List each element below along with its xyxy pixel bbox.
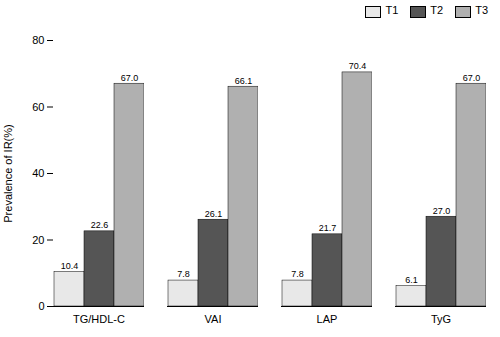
svg-text:0: 0	[38, 300, 44, 312]
html-text:T3: T3	[475, 4, 488, 17]
svg-text:20: 20	[32, 234, 44, 246]
svg-text:60: 60	[32, 101, 44, 113]
svg-text:70.4: 70.4	[349, 61, 367, 71]
svg-text:TyG: TyG	[431, 313, 451, 325]
svg-text:LAP: LAP	[317, 313, 338, 325]
svg-text:TG/HDL-C: TG/HDL-C	[73, 313, 125, 325]
svg-text:7.8: 7.8	[177, 269, 190, 279]
svg-text:Prevalence of IR(%): Prevalence of IR(%)	[2, 124, 14, 222]
html-text:T1: T1	[385, 4, 399, 17]
svg-text:26.1: 26.1	[205, 209, 223, 219]
svg-text:21.7: 21.7	[319, 223, 337, 233]
svg-text:27.0: 27.0	[433, 206, 451, 216]
svg-text:10.4: 10.4	[61, 261, 79, 271]
svg-text:VAI: VAI	[205, 313, 222, 325]
svg-text:67.0: 67.0	[121, 73, 139, 83]
svg-text:22.6: 22.6	[91, 220, 109, 230]
html-text:T2: T2	[430, 4, 444, 17]
svg-text:80: 80	[32, 34, 44, 46]
svg-text:7.8: 7.8	[291, 269, 304, 279]
svg-text:40: 40	[32, 167, 44, 179]
svg-text:67.0: 67.0	[463, 73, 481, 83]
svg-text:6.1: 6.1	[405, 275, 418, 285]
svg-text:66.1: 66.1	[235, 76, 253, 86]
